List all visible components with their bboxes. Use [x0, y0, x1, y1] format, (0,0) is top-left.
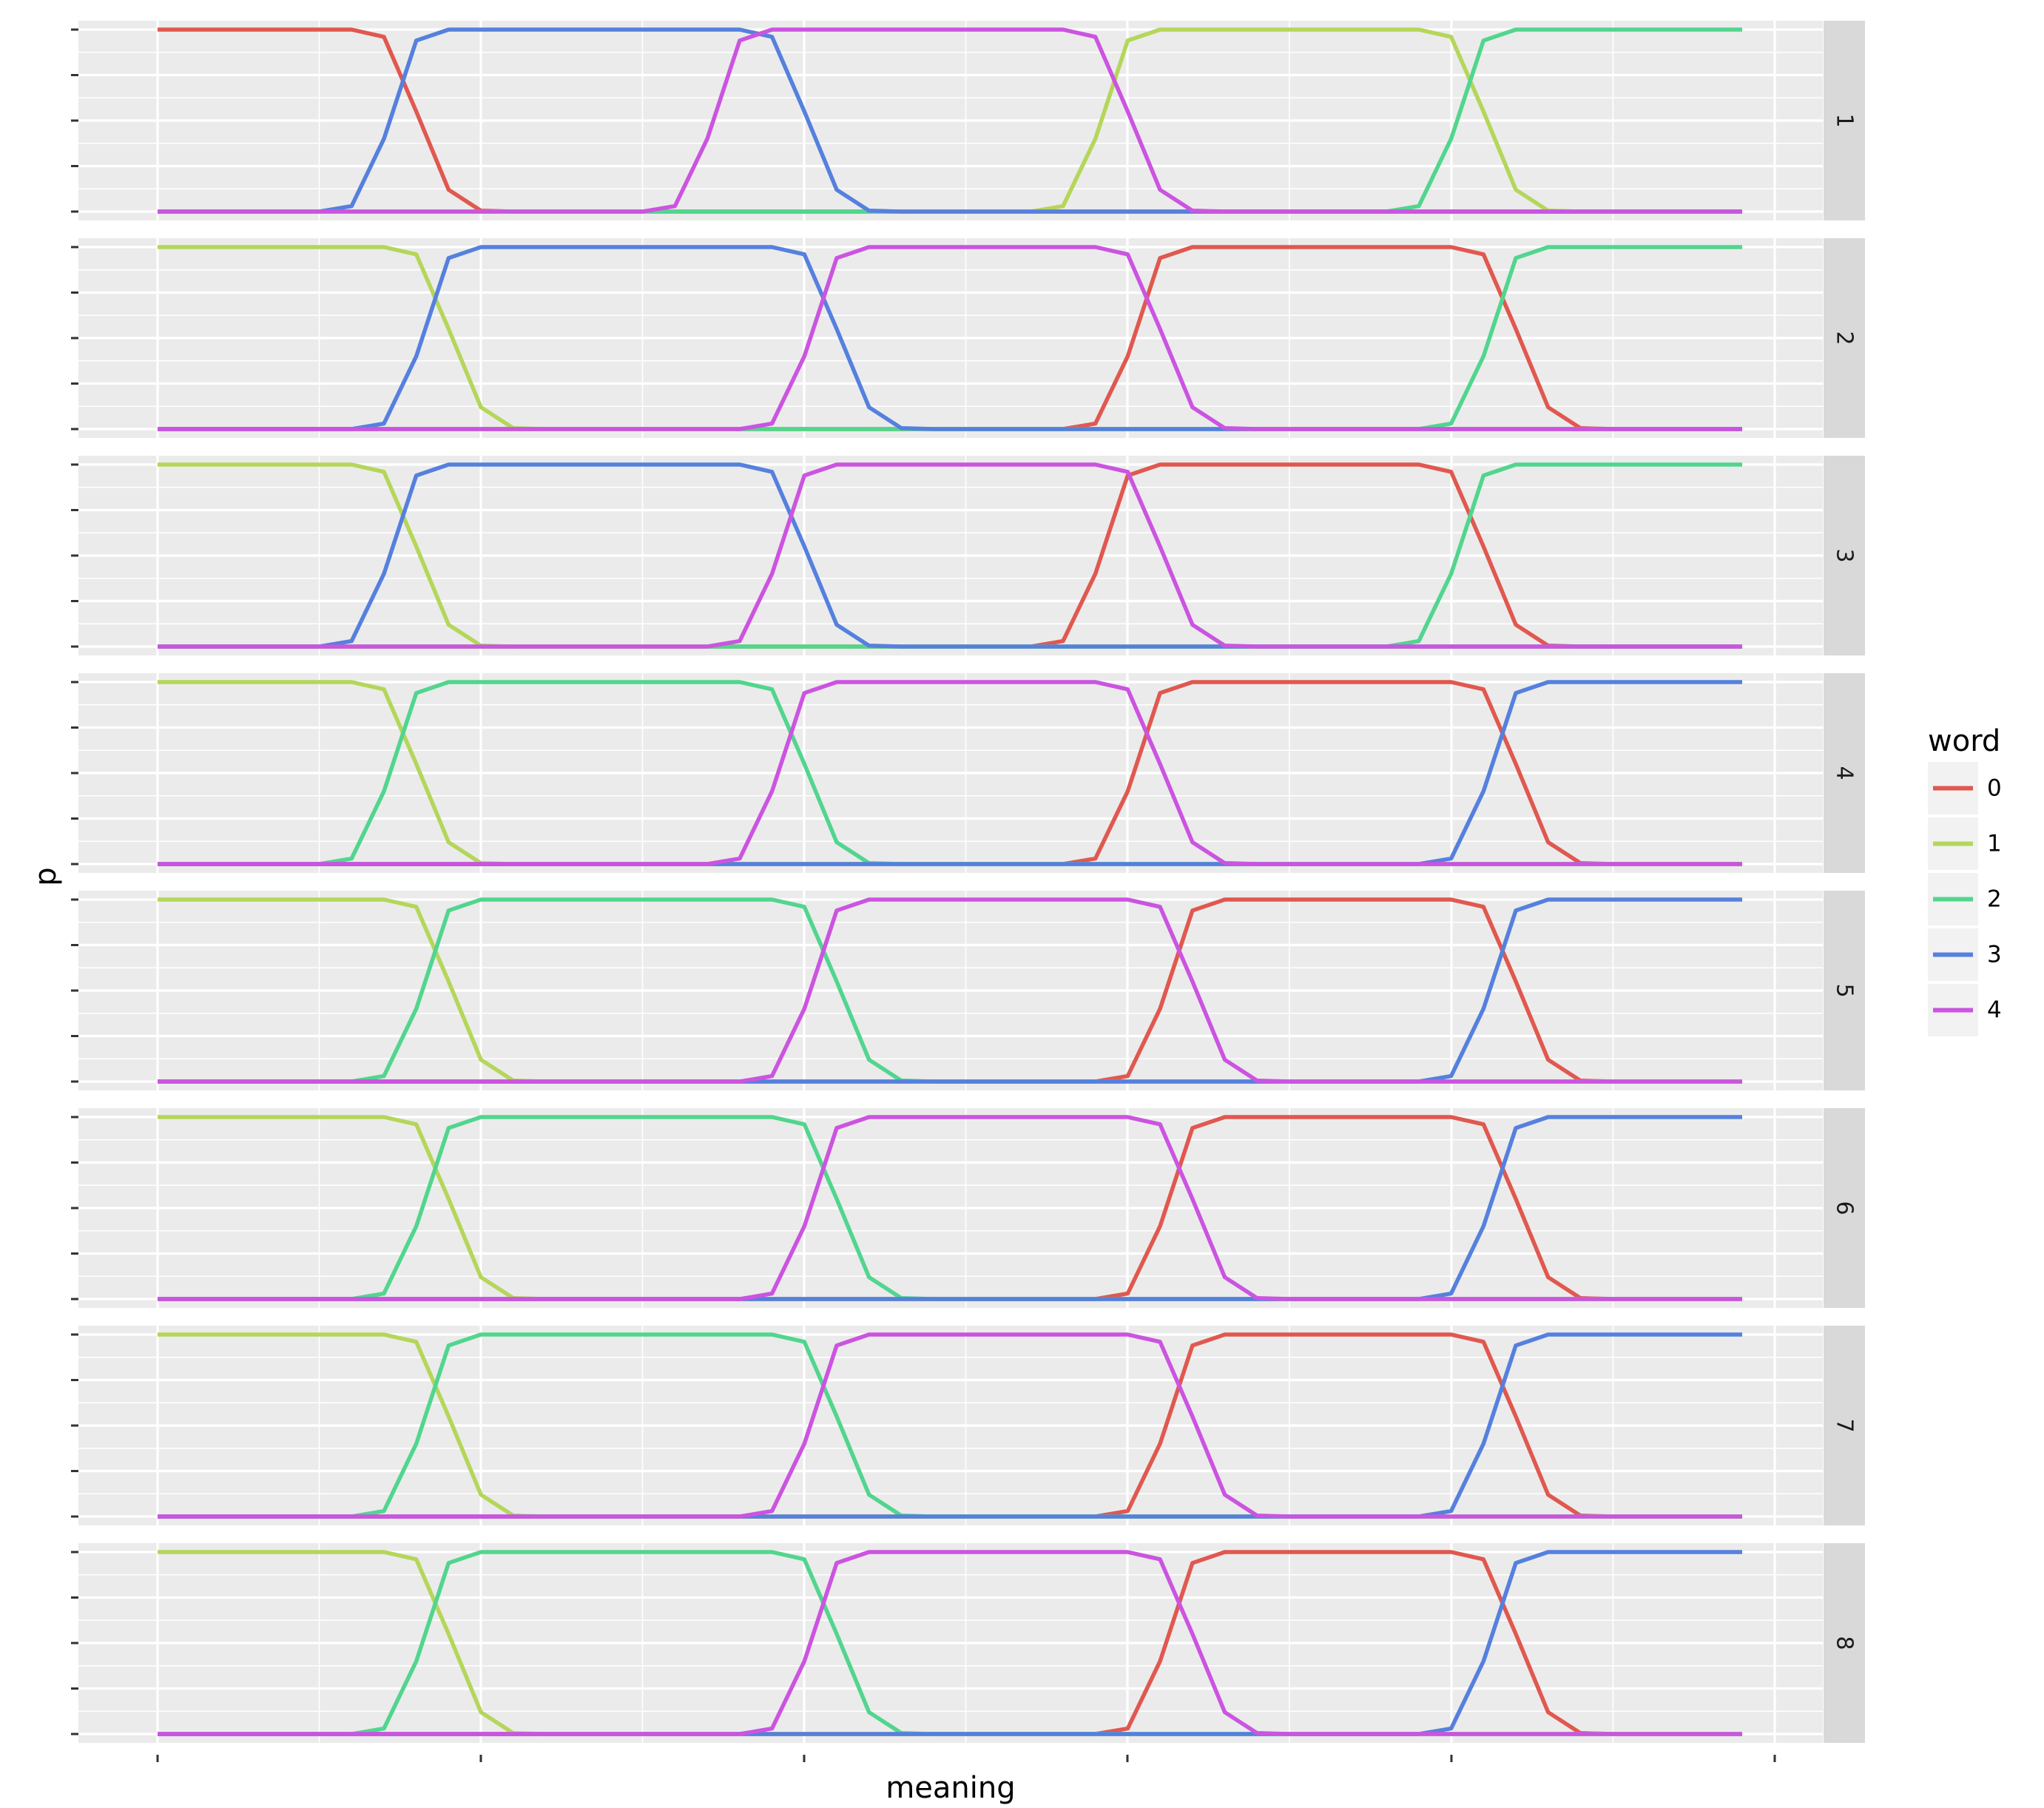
panels: 1 2 3 4 5 6 7 8 [71, 21, 1865, 1743]
facet-strip-label: 4 [1832, 766, 1858, 780]
facet-strip-label: 2 [1832, 331, 1858, 345]
legend-label: 2 [1987, 886, 2002, 913]
legend: word 0 1 2 3 4 [1928, 724, 2002, 1036]
series-line-word-4 [158, 462, 1742, 649]
legend-label: 0 [1987, 775, 2002, 802]
facet-strip-label: 6 [1832, 1201, 1858, 1215]
facet-panel-1: 1 [71, 21, 1865, 220]
legend-item-2: 2 [1928, 873, 2002, 925]
facet-strip-label: 3 [1832, 548, 1858, 562]
facet-panel-3: 3 [71, 456, 1865, 655]
facet-strip [1824, 238, 1865, 438]
facet-strip [1824, 456, 1865, 655]
series-line-word-4 [158, 27, 1742, 214]
x-axis-title: meaning [886, 1771, 1015, 1805]
legend-label: 4 [1987, 997, 2002, 1024]
facet-panel-8: 8 [71, 1543, 1865, 1743]
series-line-word-4 [158, 1550, 1742, 1736]
facet-strip-label: 1 [1832, 113, 1858, 127]
series-line-word-4 [158, 245, 1742, 431]
series-line-word-4 [158, 897, 1742, 1084]
x-axis [156, 1755, 1776, 1762]
facet-panel-4: 4 [71, 673, 1865, 873]
legend-item-1: 1 [1928, 817, 2002, 870]
facet-panel-5: 5 [71, 891, 1865, 1090]
facet-strip-label: 5 [1832, 983, 1858, 997]
facet-strip [1824, 673, 1865, 873]
legend-item-0: 0 [1928, 762, 2002, 814]
facet-strip [1824, 1326, 1865, 1525]
facet-panel-2: 2 [71, 238, 1865, 438]
facet-panel-6: 6 [71, 1108, 1865, 1308]
facet-strip [1824, 891, 1865, 1090]
series-line-word-4 [158, 680, 1742, 866]
facet-strip [1824, 1108, 1865, 1308]
facet-strip [1824, 1543, 1865, 1743]
legend-label: 3 [1987, 942, 2002, 968]
legend-label: 1 [1987, 831, 2002, 857]
facet-panel-7: 7 [71, 1326, 1865, 1525]
y-axis-title: p [29, 867, 63, 886]
series-line-word-4 [158, 1115, 1742, 1301]
series-line-word-4 [158, 1332, 1742, 1519]
legend-title: word [1928, 724, 2000, 758]
facet-strip-label: 8 [1832, 1636, 1858, 1650]
facet-strip-label: 7 [1832, 1418, 1858, 1432]
legend-item-3: 3 [1928, 928, 2002, 981]
legend-item-4: 4 [1928, 984, 2002, 1036]
facet-strip [1824, 21, 1865, 220]
